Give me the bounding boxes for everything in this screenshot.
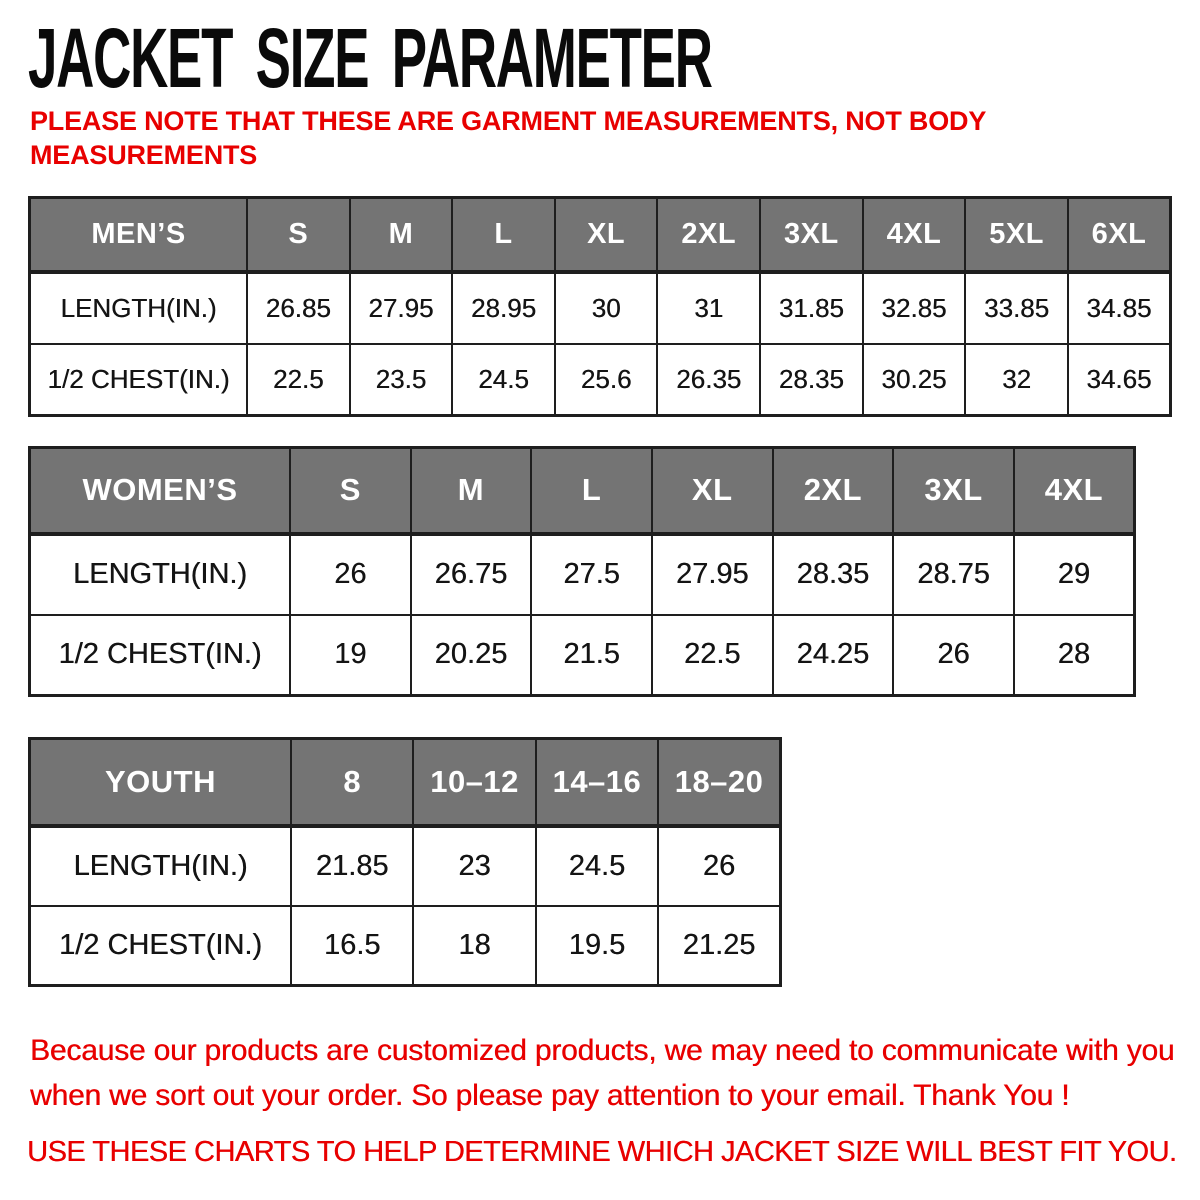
value-cell: 27.5 bbox=[530, 532, 653, 616]
size-header-cell: 4XL bbox=[861, 196, 967, 274]
value-cell: 29 bbox=[1012, 532, 1136, 616]
notice-line-1: Because our products are customized prod… bbox=[30, 1034, 1175, 1067]
table-row: LENGTH(IN.) 26.85 27.95 28.95 30 31 31.85 32.85… bbox=[28, 270, 1172, 345]
row-label-cell: 1/2 CHEST(IN.) bbox=[28, 613, 291, 697]
custom-product-notice: Because our products are customized prod… bbox=[30, 1028, 1175, 1118]
value-cell: 34.85 bbox=[1066, 270, 1172, 345]
value-cell: 26 bbox=[289, 532, 412, 616]
size-header-cell: 3XL bbox=[759, 196, 864, 274]
value-cell: 21.85 bbox=[289, 824, 415, 907]
value-cell: 28.95 bbox=[451, 270, 556, 345]
garment-measurement-note: PLEASE NOTE THAT THESE ARE GARMENT MEASU… bbox=[30, 104, 986, 172]
size-header-cell: 2XL bbox=[771, 446, 895, 536]
table-title-cell: YOUTH bbox=[28, 737, 292, 828]
value-cell: 33.85 bbox=[964, 270, 1069, 345]
chart-usage-hint: USE THESE CHARTS TO HELP DETERMINE WHICH… bbox=[27, 1136, 1177, 1168]
table-title-cell: WOMEN’S bbox=[28, 446, 291, 536]
table-title-cell: MEN’S bbox=[28, 196, 248, 274]
row-label-cell: 1/2 CHEST(IN.) bbox=[28, 342, 248, 417]
size-table-youth: YOUTH 8 10–12 14–16 18–20 LENGTH(IN.) 21.85 23 2… bbox=[28, 737, 782, 987]
value-cell: 26.75 bbox=[409, 532, 533, 616]
table-row: LENGTH(IN.) 26 26.75 27.5 27.95 28.35 28.75 29 bbox=[28, 532, 1136, 616]
note-line-2: MEASUREMENTS bbox=[30, 140, 258, 170]
value-cell: 20.25 bbox=[409, 613, 533, 697]
size-header-cell: 10–12 bbox=[412, 737, 537, 828]
value-cell: 31.85 bbox=[759, 270, 864, 345]
value-cell: 28.75 bbox=[892, 532, 1015, 616]
value-cell: 22.5 bbox=[650, 613, 774, 697]
table-header-row: MEN’S S M L XL 2XL 3XL 4XL 5XL 6XL bbox=[28, 196, 1172, 274]
value-cell: 16.5 bbox=[289, 904, 415, 987]
value-cell: 19 bbox=[289, 613, 412, 697]
size-header-cell: S bbox=[289, 446, 412, 536]
value-cell: 30 bbox=[553, 270, 659, 345]
value-cell: 21.25 bbox=[657, 904, 782, 987]
value-cell: 27.95 bbox=[650, 532, 774, 616]
value-cell: 26 bbox=[657, 824, 782, 907]
row-label-cell: LENGTH(IN.) bbox=[28, 532, 291, 616]
size-table-mens: MEN’S S M L XL 2XL 3XL 4XL 5XL 6XL LENGTH(IN.) 26.8… bbox=[28, 196, 1172, 417]
size-header-cell: XL bbox=[553, 196, 659, 274]
value-cell: 18 bbox=[412, 904, 537, 987]
value-cell: 19.5 bbox=[534, 904, 660, 987]
page-title: JACKET SIZE PARAMETER bbox=[28, 11, 713, 105]
size-header-cell: 5XL bbox=[964, 196, 1069, 274]
size-header-cell: 14–16 bbox=[534, 737, 660, 828]
value-cell: 28.35 bbox=[771, 532, 895, 616]
size-table-womens: WOMEN’S S M L XL 2XL 3XL 4XL LENGTH(IN.) 26 26.75 2… bbox=[28, 446, 1136, 697]
value-cell: 24.5 bbox=[534, 824, 660, 907]
size-header-cell: L bbox=[451, 196, 556, 274]
size-header-cell: S bbox=[246, 196, 351, 274]
notice-line-2: when we sort out your order. So please p… bbox=[30, 1079, 1070, 1112]
size-header-cell: M bbox=[409, 446, 533, 536]
value-cell: 22.5 bbox=[246, 342, 351, 417]
size-header-cell: 3XL bbox=[892, 446, 1015, 536]
value-cell: 26.35 bbox=[656, 342, 762, 417]
row-label-cell: LENGTH(IN.) bbox=[28, 270, 248, 345]
size-header-cell: 4XL bbox=[1012, 446, 1136, 536]
value-cell: 25.6 bbox=[553, 342, 659, 417]
value-cell: 26.85 bbox=[246, 270, 351, 345]
value-cell: 34.65 bbox=[1066, 342, 1172, 417]
value-cell: 23.5 bbox=[348, 342, 454, 417]
size-header-cell: 18–20 bbox=[657, 737, 782, 828]
value-cell: 24.5 bbox=[451, 342, 556, 417]
value-cell: 30.25 bbox=[861, 342, 967, 417]
row-label-cell: LENGTH(IN.) bbox=[28, 824, 292, 907]
table-row: LENGTH(IN.) 21.85 23 24.5 26 bbox=[28, 824, 782, 907]
value-cell: 21.5 bbox=[530, 613, 653, 697]
size-header-cell: 2XL bbox=[656, 196, 762, 274]
size-header-cell: M bbox=[348, 196, 454, 274]
size-header-cell: XL bbox=[650, 446, 774, 536]
table-header-row: YOUTH 8 10–12 14–16 18–20 bbox=[28, 737, 782, 828]
value-cell: 23 bbox=[412, 824, 537, 907]
value-cell: 26 bbox=[892, 613, 1015, 697]
row-label-cell: 1/2 CHEST(IN.) bbox=[28, 904, 292, 987]
size-header-cell: 8 bbox=[289, 737, 415, 828]
value-cell: 31 bbox=[656, 270, 762, 345]
value-cell: 28.35 bbox=[759, 342, 864, 417]
value-cell: 24.25 bbox=[771, 613, 895, 697]
table-row: 1/2 CHEST(IN.) 16.5 18 19.5 21.25 bbox=[28, 904, 782, 987]
table-row: 1/2 CHEST(IN.) 19 20.25 21.5 22.5 24.25 26 28 bbox=[28, 613, 1136, 697]
size-header-cell: 6XL bbox=[1066, 196, 1172, 274]
value-cell: 32 bbox=[964, 342, 1069, 417]
value-cell: 32.85 bbox=[861, 270, 967, 345]
table-row: 1/2 CHEST(IN.) 22.5 23.5 24.5 25.6 26.35 28.35… bbox=[28, 342, 1172, 417]
note-line-1: PLEASE NOTE THAT THESE ARE GARMENT MEASU… bbox=[30, 106, 987, 136]
size-header-cell: L bbox=[530, 446, 653, 536]
table-header-row: WOMEN’S S M L XL 2XL 3XL 4XL bbox=[28, 446, 1136, 536]
value-cell: 27.95 bbox=[348, 270, 454, 345]
value-cell: 28 bbox=[1012, 613, 1136, 697]
